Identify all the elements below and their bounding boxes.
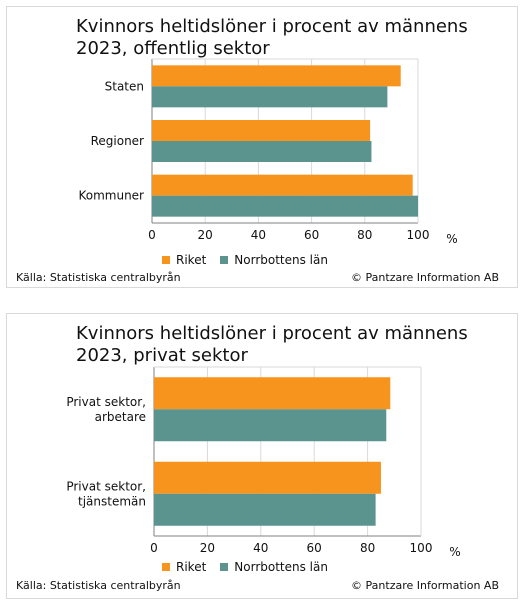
chart-legend: Riket Norrbottens län	[162, 560, 342, 574]
legend-item-norrbotten: Norrbottens län	[220, 560, 328, 574]
category-label: Kommuner	[78, 189, 144, 203]
source-label: Källa: Statistiska centralbyrån	[16, 271, 181, 284]
legend-item-norrbotten: Norrbottens län	[220, 253, 328, 267]
category-label: Staten	[105, 79, 144, 93]
x-tick-label: 80	[357, 228, 372, 242]
legend-swatch-riket	[162, 256, 170, 264]
legend-item-riket: Riket	[162, 560, 206, 574]
legend-label-norrbotten: Norrbottens län	[234, 560, 328, 574]
legend-item-riket: Riket	[162, 253, 206, 267]
bar-norrbotten	[152, 86, 388, 108]
x-tick-label: 60	[304, 228, 319, 242]
category-label-line: Privat sektor,	[66, 479, 146, 493]
bar-norrbotten	[152, 141, 372, 162]
chart-plot: 0 20 40 60 80 100 % Staten Regioner Kommuner	[78, 58, 458, 246]
bar-norrbotten	[152, 195, 418, 217]
category-label-line: Staten	[105, 79, 144, 93]
x-unit-label: %	[446, 232, 457, 246]
chart-title: Kvinnors heltidslöner i procent av männe…	[76, 323, 468, 366]
category-label: Privat sektor, tjänstemän	[66, 479, 146, 508]
chart-panel-private-sector: Kvinnors heltidslöner i procent av männe…	[6, 313, 518, 599]
x-tick-label: 0	[150, 541, 158, 555]
copyright-label: © Pantzare Information AB	[351, 271, 499, 284]
x-tick-label: 80	[360, 541, 375, 555]
x-tick-label: 20	[200, 541, 215, 555]
chart-panel-public-sector: Kvinnors heltidslöner i procent av männe…	[6, 6, 518, 288]
category-label: Privat sektor, arbetare	[66, 395, 146, 424]
source-label: Källa: Statistiska centralbyrån	[16, 579, 181, 592]
legend-swatch-riket	[162, 563, 170, 571]
x-unit-label: %	[449, 545, 460, 559]
chart-legend: Riket Norrbottens län	[162, 253, 342, 267]
x-tick-label: 20	[198, 228, 213, 242]
chart-title: Kvinnors heltidslöner i procent av männe…	[76, 16, 468, 59]
bar-norrbotten	[154, 409, 387, 442]
bar-riket	[154, 377, 391, 410]
legend-label-norrbotten: Norrbottens län	[234, 253, 328, 267]
category-label-line: arbetare	[95, 410, 146, 424]
legend-swatch-norrbotten	[220, 563, 229, 571]
bar-norrbotten	[154, 493, 376, 526]
bar-riket	[152, 120, 371, 141]
chart-plot: 0 20 40 60 80 100 %Privat sektor, arbetarePriva…	[66, 366, 461, 559]
legend-label-riket: Riket	[176, 560, 207, 574]
bar-riket	[152, 174, 413, 196]
x-tick-label: 100	[410, 541, 433, 555]
x-tick-label: 40	[253, 541, 268, 555]
category-label: Regioner	[91, 134, 144, 148]
legend-swatch-norrbotten	[220, 256, 229, 264]
category-label-line: Privat sektor,	[66, 395, 146, 409]
bar-riket	[154, 461, 381, 494]
x-tick-label: 40	[251, 228, 266, 242]
category-label-line: Regioner	[91, 134, 144, 148]
x-tick-label: 60	[307, 541, 322, 555]
x-tick-label: 100	[407, 228, 430, 242]
copyright-label: © Pantzare Information AB	[351, 579, 499, 592]
bar-riket	[152, 65, 401, 87]
legend-label-riket: Riket	[176, 253, 207, 267]
category-label-line: Kommuner	[78, 189, 144, 203]
x-tick-label: 0	[148, 228, 156, 242]
category-label-line: tjänstemän	[78, 494, 146, 508]
